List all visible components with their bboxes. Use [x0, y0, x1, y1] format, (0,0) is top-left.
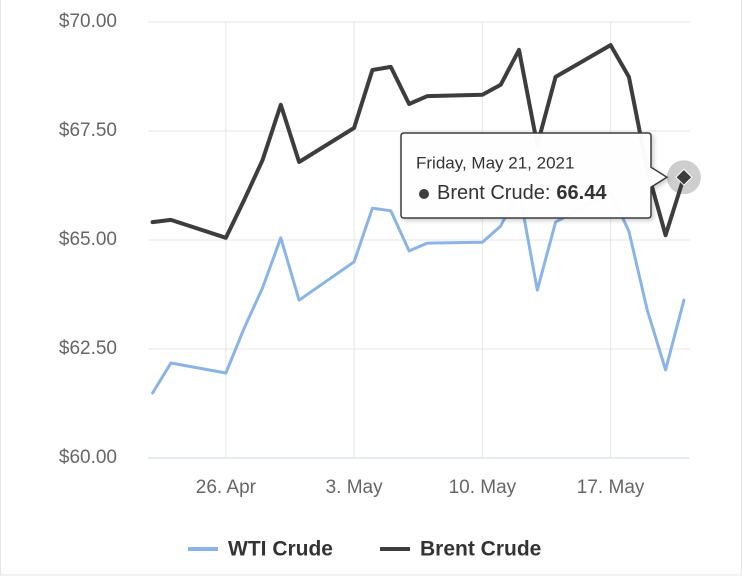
tooltip-box [400, 132, 669, 219]
tooltip-series: Brent Crude: [437, 182, 550, 204]
series-line [150, 43, 686, 240]
legend-label: WTI Crude [228, 538, 333, 561]
tooltip-value: 66.44 [556, 182, 607, 204]
x-tick-label: 17. May [577, 477, 645, 498]
tooltip: Friday, May 21, 2021 Brent Crude: 66.44 [400, 132, 701, 219]
x-tick-label: 3. May [326, 477, 384, 498]
tooltip-bullet [419, 189, 429, 199]
x-tick-label: 10. May [449, 477, 517, 498]
x-tick-label: 26. Apr [196, 477, 257, 498]
y-tick-label: $65.00 [59, 229, 117, 250]
y-tick-label: $60.00 [59, 447, 117, 468]
legend-label: Brent Crude [420, 538, 541, 561]
tooltip-line: Brent Crude: 66.44 [437, 182, 607, 204]
y-tick-label: $70.00 [59, 11, 117, 32]
tooltip-date: Friday, May 21, 2021 [416, 153, 574, 172]
hover-marker [675, 168, 693, 186]
legend: WTI Crude Brent Crude [188, 538, 541, 561]
y-tick-label: $67.50 [59, 120, 117, 141]
y-tick-label: $62.50 [59, 338, 117, 359]
